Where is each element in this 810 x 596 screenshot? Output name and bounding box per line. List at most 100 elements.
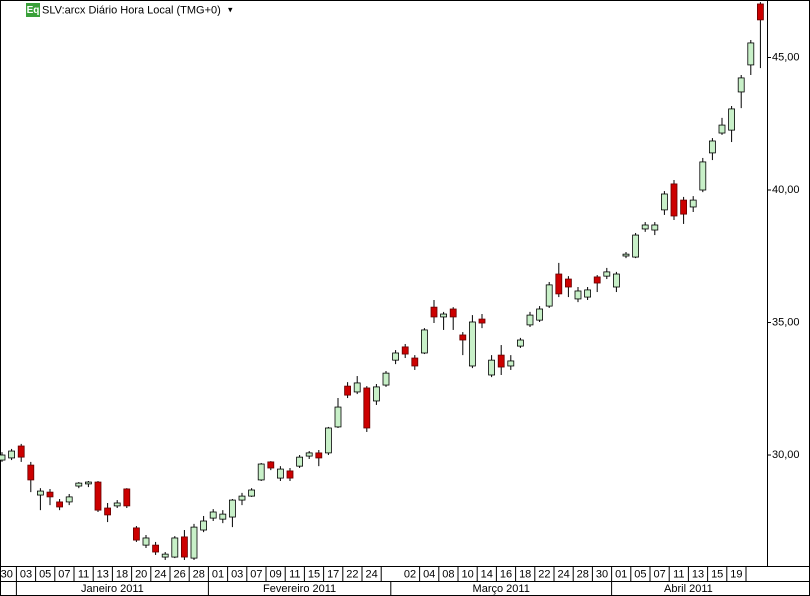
x-tick-label: 22	[538, 568, 550, 580]
x-tick-label: 02	[404, 568, 416, 580]
x-tick-label: 04	[423, 568, 435, 580]
x-tick-label: 30	[1, 568, 13, 580]
candle-body	[104, 507, 111, 516]
x-tick-label: 24	[365, 568, 377, 580]
y-tick-label: 30,00	[772, 449, 800, 461]
x-tick-label: 09	[269, 568, 281, 580]
candle-body	[209, 511, 217, 519]
candle-body	[757, 3, 764, 21]
x-tick-label: 28	[577, 568, 589, 580]
candle-body	[574, 290, 582, 300]
candle-body	[27, 464, 35, 481]
candle-body	[305, 452, 313, 457]
candle-body	[228, 499, 236, 518]
x-tick-label: 30	[596, 568, 608, 580]
candle-body	[430, 306, 438, 318]
x-tick-label: 07	[250, 568, 262, 580]
candle-body	[420, 329, 428, 354]
candle-body	[641, 224, 649, 230]
x-tick-label: 20	[135, 568, 147, 580]
x-tick-label: 07	[58, 568, 70, 580]
x-tick-label: 01	[212, 568, 224, 580]
candle-body	[718, 124, 726, 134]
candle-body	[152, 544, 160, 553]
x-tick-label: 01	[615, 568, 627, 580]
candle-body	[276, 468, 284, 479]
x-tick-label: 26	[173, 568, 185, 580]
menu-arrow[interactable]: ▾	[228, 4, 233, 14]
candle-body	[344, 385, 352, 396]
candle-body	[737, 77, 745, 93]
candle-body	[632, 234, 639, 258]
candle-body	[296, 456, 304, 467]
x-tick-label: 05	[634, 568, 646, 580]
month-label: Março 2011	[473, 583, 530, 595]
candle-body	[670, 183, 678, 217]
candle-body	[661, 193, 668, 211]
candle-body	[248, 489, 256, 497]
chart-title: SLV:arcx Diário Hora Local (TMG+0)	[42, 4, 221, 16]
candle-body	[65, 496, 73, 503]
candle-body	[651, 224, 659, 231]
candle-body	[8, 450, 16, 459]
x-tick-label: 11	[78, 568, 89, 580]
x-tick-label: 18	[116, 568, 128, 580]
x-tick-label: 22	[346, 568, 358, 580]
candle-body	[565, 278, 572, 288]
y-tick-label: 35,00	[772, 316, 800, 328]
candle-body	[613, 273, 620, 288]
candle-body	[545, 284, 553, 307]
x-tick-label: 03	[20, 568, 32, 580]
x-tick-label: 14	[481, 568, 493, 580]
candle-body	[747, 42, 755, 66]
y-tick-label: 45,00	[772, 51, 800, 63]
candle-body	[459, 334, 467, 341]
x-tick-label: 15	[308, 568, 320, 580]
candle-body	[382, 372, 390, 386]
candle-body	[603, 271, 611, 277]
candle-body	[372, 386, 380, 402]
x-tick-label: 17	[327, 568, 339, 580]
x-tick-label: 24	[557, 568, 569, 580]
candle-body	[478, 318, 486, 324]
candle-body	[132, 527, 140, 541]
candle-body	[468, 321, 476, 367]
x-tick-label: 16	[500, 568, 512, 580]
candle-body	[180, 536, 188, 558]
candle-body	[315, 452, 323, 459]
candle-body	[286, 470, 294, 479]
x-tick-label: 11	[289, 568, 300, 580]
candle-body	[161, 553, 169, 558]
candle-body	[219, 513, 227, 520]
x-tick-label: 03	[231, 568, 243, 580]
y-tick-label: 40,00	[772, 184, 800, 196]
x-tick-label: 15	[711, 568, 723, 580]
candle-body	[363, 387, 371, 429]
candle-body	[517, 339, 524, 347]
candle-body	[392, 352, 400, 361]
x-tick-label: 19	[730, 568, 742, 580]
candle-body	[85, 481, 92, 485]
candle-body	[593, 276, 601, 284]
candle-body	[507, 360, 515, 367]
x-tick-label: 24	[154, 568, 166, 580]
candle-body	[536, 308, 543, 321]
candle-body	[257, 463, 265, 481]
candle-body	[555, 273, 563, 295]
candle-body	[526, 314, 534, 326]
x-tick-label: 13	[692, 568, 704, 580]
candle-body	[46, 491, 54, 498]
candle-body	[17, 445, 25, 458]
candle-body	[622, 253, 630, 257]
candle-body	[267, 461, 275, 469]
candle-body	[142, 537, 150, 546]
badge-icon[interactable]	[26, 3, 40, 17]
x-tick-label: 07	[653, 568, 665, 580]
x-tick-label: 05	[39, 568, 51, 580]
x-tick-label: 08	[442, 568, 454, 580]
candle-body	[113, 502, 121, 507]
candle-body	[584, 289, 591, 298]
candle-body	[709, 140, 716, 154]
x-tick-label: 11	[673, 568, 684, 580]
